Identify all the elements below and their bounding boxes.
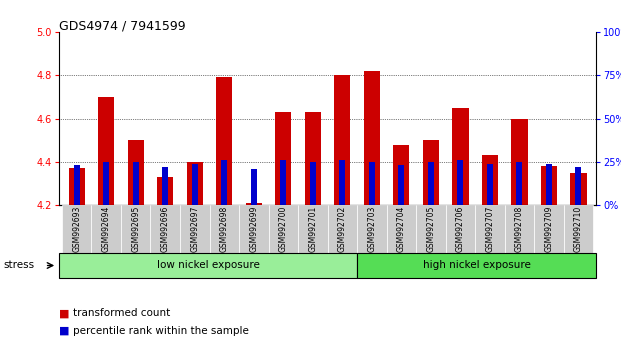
Bar	[387, 205, 416, 253]
Bar	[121, 205, 150, 253]
Bar	[340, 160, 345, 205]
Bar	[59, 253, 358, 278]
Bar	[534, 205, 564, 253]
Text: GSM992694: GSM992694	[102, 206, 111, 252]
Bar	[446, 205, 475, 253]
Bar	[334, 75, 350, 205]
Bar	[187, 162, 203, 205]
Bar	[423, 140, 439, 205]
Text: GSM992708: GSM992708	[515, 206, 524, 252]
Text: GSM992699: GSM992699	[249, 206, 258, 252]
Bar	[482, 155, 498, 205]
Text: GSM992705: GSM992705	[427, 206, 435, 252]
Text: GDS4974 / 7941599: GDS4974 / 7941599	[59, 19, 186, 33]
Bar	[517, 162, 522, 205]
Bar	[216, 78, 232, 205]
Text: ■: ■	[59, 308, 70, 318]
Bar	[98, 97, 114, 205]
Bar	[246, 203, 262, 205]
Bar	[487, 164, 493, 205]
Text: GSM992710: GSM992710	[574, 206, 583, 252]
Bar	[576, 167, 581, 205]
Text: GSM992703: GSM992703	[368, 206, 376, 252]
Bar	[62, 205, 91, 253]
Text: transformed count: transformed count	[73, 308, 171, 318]
Text: GSM992707: GSM992707	[486, 206, 494, 252]
Bar	[91, 205, 121, 253]
Text: stress: stress	[3, 261, 34, 270]
Bar	[328, 205, 357, 253]
Bar	[157, 177, 173, 205]
Text: GSM992695: GSM992695	[131, 206, 140, 252]
Text: low nickel exposure: low nickel exposure	[156, 261, 260, 270]
Bar	[298, 205, 328, 253]
Bar	[511, 119, 527, 205]
Text: percentile rank within the sample: percentile rank within the sample	[73, 326, 249, 336]
Bar	[128, 140, 144, 205]
Bar	[221, 160, 227, 205]
Bar	[357, 205, 387, 253]
Bar	[192, 164, 197, 205]
Text: high nickel exposure: high nickel exposure	[423, 261, 531, 270]
Text: GSM992700: GSM992700	[279, 206, 288, 252]
Bar	[280, 160, 286, 205]
Bar	[74, 165, 79, 205]
Bar	[399, 165, 404, 205]
Bar	[541, 166, 557, 205]
Bar	[364, 71, 380, 205]
Text: GSM992697: GSM992697	[190, 206, 199, 252]
Bar	[103, 162, 109, 205]
Text: GSM992709: GSM992709	[545, 206, 553, 252]
Bar	[268, 205, 298, 253]
Bar	[546, 164, 552, 205]
Text: GSM992702: GSM992702	[338, 206, 347, 252]
Bar	[570, 173, 587, 205]
Bar	[458, 160, 463, 205]
Bar	[310, 162, 315, 205]
Bar	[209, 205, 239, 253]
Bar	[239, 205, 268, 253]
Bar	[564, 205, 593, 253]
Bar	[133, 162, 138, 205]
Bar	[475, 205, 505, 253]
Bar	[251, 169, 256, 205]
Bar	[68, 169, 85, 205]
Text: GSM992698: GSM992698	[220, 206, 229, 252]
Bar	[452, 108, 468, 205]
Bar	[393, 144, 409, 205]
Bar	[162, 167, 168, 205]
Bar	[305, 112, 321, 205]
Text: GSM992701: GSM992701	[308, 206, 317, 252]
Bar	[428, 162, 434, 205]
Text: GSM992696: GSM992696	[161, 206, 170, 252]
Bar	[180, 205, 209, 253]
Bar	[150, 205, 180, 253]
Text: GSM992706: GSM992706	[456, 206, 465, 252]
Text: GSM992704: GSM992704	[397, 206, 406, 252]
Bar	[505, 205, 534, 253]
Text: GSM992693: GSM992693	[72, 206, 81, 252]
Bar	[416, 205, 446, 253]
Text: ■: ■	[59, 326, 70, 336]
Bar	[369, 162, 375, 205]
Bar	[275, 112, 291, 205]
Bar	[358, 253, 596, 278]
